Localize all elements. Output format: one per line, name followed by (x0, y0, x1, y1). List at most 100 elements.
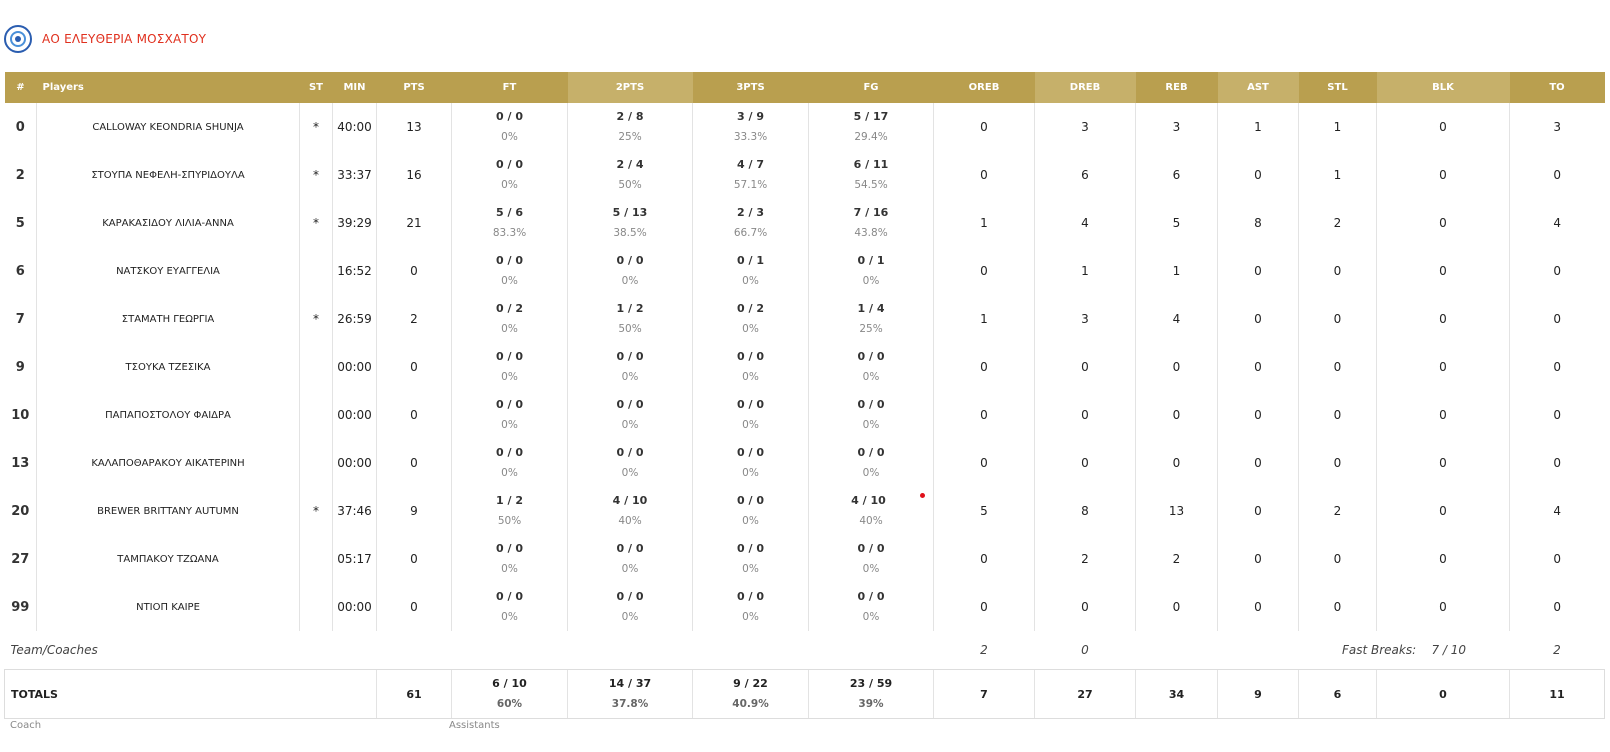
2pts-pct: 50% (618, 179, 642, 191)
stl: 0 (1298, 583, 1377, 631)
col-header-num: # (4, 72, 37, 103)
player-row: 9 ΤΣΟΥΚΑ ΤΖΕΣΙΚΑ 00:00 0 0 / 0 0% 0 / 0 0%… (5, 343, 1605, 391)
col-header-st: ST (299, 72, 333, 103)
to: 3 (1509, 103, 1605, 151)
to: 4 (1509, 487, 1605, 535)
player-number: 10 (11, 407, 30, 423)
col-header-ft: FT (451, 72, 568, 103)
player-name[interactable]: ΚΑΛΑΠΟΘΑΡΑΚΟΥ ΑΙΚΑΤΕΡΙΝΗ (36, 439, 300, 487)
totals-ft-cell: 6 / 10 60% (451, 669, 568, 719)
reb: 1 (1135, 247, 1218, 295)
team-name[interactable]: ΑΟ ΕΛΕΥΘΕΡΙΑ ΜΟΣΧΑΤΟΥ (42, 32, 207, 46)
player-minutes: 37:46 (332, 487, 377, 535)
player-points: 21 (376, 199, 452, 247)
ft-pct: 0% (501, 419, 518, 431)
totals-dreb: 27 (1034, 669, 1136, 719)
col-header-min: MIN (332, 72, 377, 103)
team-ast-empty (1218, 631, 1299, 670)
totals-row: TOTALS 61 6 / 10 60% 14 / 37 37.8% 9 / 22 4… (4, 669, 1605, 719)
3pts-cell: 0 / 2 0% (692, 295, 809, 343)
ft-made: 0 / 0 (496, 254, 523, 267)
reb: 2 (1135, 535, 1218, 583)
player-name[interactable]: ΝΤΙΟΠ ΚΑΙΡΕ (36, 583, 300, 631)
fg-made: 0 / 0 (857, 350, 885, 363)
2pts-made: 0 / 0 (616, 590, 644, 603)
2pts-made: 0 / 0 (616, 542, 644, 555)
to: 0 (1509, 343, 1605, 391)
team-coaches-row: Team/Coaches 2 0 Fast Breaks: 7 / 10 2 (5, 631, 1605, 670)
col-header-players[interactable]: Players (36, 72, 300, 103)
oreb: 0 (933, 151, 1035, 199)
3pts-pct: 0% (742, 323, 759, 335)
fg-pct: 0% (862, 611, 880, 623)
fast-breaks: Fast Breaks: 7 / 10 (1299, 631, 1510, 670)
3pts-cell: 0 / 0 0% (692, 439, 809, 487)
assistants-label: Assistants (449, 720, 500, 731)
ft-made: 0 / 0 (496, 350, 523, 363)
stl: 0 (1298, 343, 1377, 391)
2pts-made: 0 / 0 (616, 446, 644, 459)
player-minutes: 00:00 (332, 343, 377, 391)
ft-made: 0 / 0 (496, 446, 523, 459)
ft-pct: 0% (501, 371, 518, 383)
2pts-made: 1 / 2 (616, 302, 644, 315)
ft-cell: 0 / 0 0% (451, 151, 568, 199)
stl: 1 (1298, 151, 1377, 199)
player-name[interactable]: BREWER BRITTANY AUTUMN (36, 487, 300, 535)
to: 0 (1509, 151, 1605, 199)
dreb: 2 (1034, 535, 1136, 583)
player-name[interactable]: ΣΤΑΜΑΤΗ ΓΕΩΡΓΙΑ (36, 295, 300, 343)
player-number: 2 (15, 167, 25, 183)
totals-ft-made: 6 / 10 (492, 677, 527, 690)
2pts-made: 0 / 0 (616, 254, 644, 267)
2pts-cell: 0 / 0 0% (567, 535, 693, 583)
ft-made: 1 / 2 (496, 494, 523, 507)
player-name[interactable]: CALLOWAY KEONDRIA SHUNJA (36, 103, 300, 151)
dreb: 8 (1034, 487, 1136, 535)
blk: 0 (1376, 199, 1510, 247)
player-name[interactable]: ΣΤΟΥΠΑ ΝΕΦΕΛΗ-ΣΠΥΡΙΔΟΥΛΑ (36, 151, 300, 199)
blk: 0 (1376, 343, 1510, 391)
player-points: 0 (376, 535, 452, 583)
ast: 0 (1217, 391, 1299, 439)
col-header-to: TO (1509, 72, 1605, 103)
dreb: 0 (1034, 439, 1136, 487)
fg-made: 5 / 17 (853, 110, 889, 123)
2pts-made: 2 / 4 (616, 158, 644, 171)
ft-pct: 0% (501, 179, 518, 191)
ft-cell: 0 / 2 0% (451, 295, 568, 343)
stl: 0 (1298, 247, 1377, 295)
dreb: 1 (1034, 247, 1136, 295)
player-number: 9 (15, 359, 25, 375)
totals-oreb: 7 (933, 669, 1035, 719)
totals-ast: 9 (1217, 669, 1299, 719)
player-minutes: 00:00 (332, 391, 377, 439)
oreb: 0 (933, 343, 1035, 391)
fg-made: 7 / 16 (853, 206, 889, 219)
starter-mark (299, 247, 333, 295)
3pts-made: 0 / 1 (737, 254, 764, 267)
2pts-cell: 2 / 4 50% (567, 151, 693, 199)
team-logo-icon (4, 25, 32, 53)
player-name[interactable]: ΤΑΜΠΑΚΟΥ ΤΖΩΑΝΑ (36, 535, 300, 583)
3pts-cell: 3 / 9 33.3% (692, 103, 809, 151)
3pts-pct: 57.1% (733, 179, 768, 191)
totals-fg-pct: 39% (858, 698, 884, 710)
player-name[interactable]: ΠΑΠΑΠΟΣΤΟΛΟΥ ΦΑΙΔΡΑ (36, 391, 300, 439)
2pts-pct: 40% (618, 515, 642, 527)
2pts-cell: 1 / 2 50% (567, 295, 693, 343)
3pts-made: 4 / 7 (737, 158, 764, 171)
totals-to: 11 (1509, 669, 1605, 719)
2pts-pct: 50% (618, 323, 642, 335)
to: 0 (1509, 439, 1605, 487)
fg-made: 0 / 1 (857, 254, 885, 267)
player-name[interactable]: ΤΣΟΥΚΑ ΤΖΕΣΙΚΑ (36, 343, 300, 391)
oreb: 1 (933, 295, 1035, 343)
totals-points: 61 (376, 669, 452, 719)
3pts-cell: 0 / 0 0% (692, 583, 809, 631)
player-name[interactable]: ΚΑΡΑΚΑΣΙΔΟΥ ΛΙΛΙΑ-ΑΝΝΑ (36, 199, 300, 247)
player-name[interactable]: ΝΑΤΣΚΟΥ ΕΥΑΓΓΕΛΙΑ (36, 247, 300, 295)
player-points: 2 (376, 295, 452, 343)
player-row: 20 BREWER BRITTANY AUTUMN * 37:46 9 1 / … (5, 487, 1605, 535)
fg-made: 4 / 10 (809, 491, 933, 511)
